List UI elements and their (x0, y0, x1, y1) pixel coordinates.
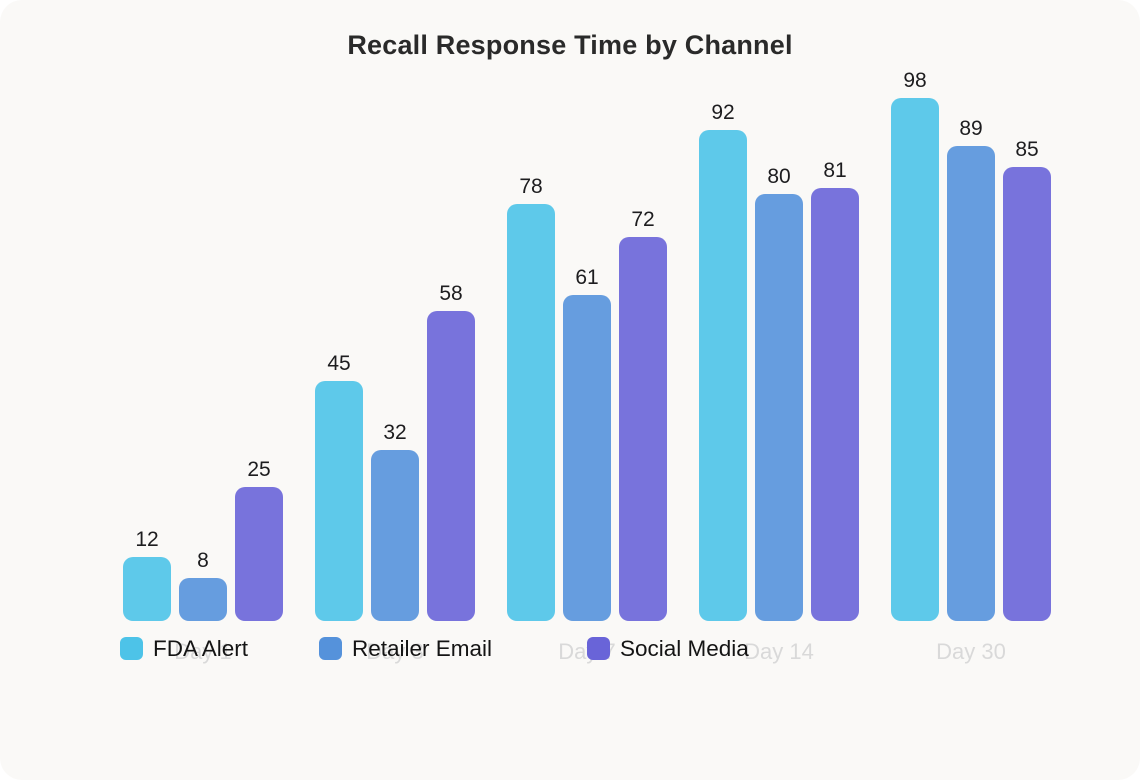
bar-column-fda-alert-day-14: 92 (699, 102, 747, 621)
bar-column-retailer-email-day-1: 8 (179, 550, 227, 621)
value-label: 45 (327, 352, 351, 375)
bar-column-social-media-day-1: 25 (235, 459, 283, 621)
value-label: 98 (903, 69, 927, 92)
bar-fda-alert-day-7 (507, 204, 555, 621)
value-label: 89 (959, 117, 983, 140)
legend-swatch-icon (120, 637, 143, 660)
legend-item-social-media[interactable]: Social Media (587, 637, 749, 660)
value-label: 85 (1015, 138, 1039, 161)
bar-social-media-day-3 (427, 311, 475, 621)
value-label: 61 (575, 266, 599, 289)
legend-swatch-icon (319, 637, 342, 660)
bar-retailer-email-day-7 (563, 295, 611, 621)
legend-label: Social Media (620, 636, 749, 661)
bar-retailer-email-day-1 (179, 578, 227, 621)
value-label: 12 (135, 528, 159, 551)
bar-fda-alert-day-14 (699, 130, 747, 621)
bar-retailer-email-day-3 (371, 450, 419, 621)
x-axis-label-day-3: Day 3 (366, 639, 424, 664)
value-label: 8 (197, 549, 209, 572)
bar-column-retailer-email-day-7: 61 (563, 267, 611, 621)
bar-fda-alert-day-1 (123, 557, 171, 621)
bar-social-media-day-7 (619, 237, 667, 621)
legend-swatch-icon (587, 637, 610, 660)
bar-group-day-3: 45 32 58 (315, 87, 475, 621)
bar-column-fda-alert-day-1: 12 (123, 529, 171, 621)
legend-item-fda-alert[interactable]: FDA Alert (120, 637, 248, 660)
bar-column-social-media-day-14: 81 (811, 160, 859, 621)
bar-fda-alert-day-3 (315, 381, 363, 621)
bar-column-fda-alert-day-3: 45 (315, 353, 363, 621)
legend-label: FDA Alert (153, 636, 249, 661)
bar-column-social-media-day-3: 58 (427, 283, 475, 621)
value-label: 81 (823, 159, 847, 182)
bar-column-retailer-email-day-14: 80 (755, 166, 803, 621)
x-axis-label-day-14: Day 14 (744, 639, 814, 664)
bar-retailer-email-day-30 (947, 146, 995, 621)
value-label: 80 (767, 165, 791, 188)
value-label: 25 (247, 458, 271, 481)
bar-social-media-day-30 (1003, 167, 1051, 621)
bar-social-media-day-1 (235, 487, 283, 621)
value-label: 92 (711, 101, 735, 124)
x-axis-label-day-30: Day 30 (936, 639, 1006, 664)
bar-group-day-30: 98 89 85 (891, 70, 1051, 621)
bar-column-social-media-day-7: 72 (619, 209, 667, 621)
legend-item-retailer-email[interactable]: Retailer Email (319, 637, 492, 660)
bar-social-media-day-14 (811, 188, 859, 621)
bar-plot: 12 8 25 45 32 58 78 61 72 92 80 81 98 89 85 (123, 70, 1052, 621)
value-label: 78 (519, 175, 543, 198)
bar-column-retailer-email-day-3: 32 (371, 422, 419, 621)
bar-column-fda-alert-day-30: 98 (891, 70, 939, 621)
bar-column-social-media-day-30: 85 (1003, 139, 1051, 621)
bar-fda-alert-day-30 (891, 98, 939, 621)
x-axis-label-day-1: Day 1 (174, 639, 232, 664)
value-label: 72 (631, 208, 655, 231)
value-label: 32 (383, 421, 407, 444)
bar-group-day-1: 12 8 25 (123, 87, 283, 621)
value-label: 58 (439, 282, 463, 305)
bar-column-fda-alert-day-7: 78 (507, 176, 555, 621)
bar-retailer-email-day-14 (755, 194, 803, 621)
bar-group-day-7: 78 61 72 (507, 87, 667, 621)
chart-title: Recall Response Time by Channel (347, 30, 793, 60)
bar-group-day-14: 92 80 81 (699, 87, 859, 621)
legend-label: Retailer Email (352, 636, 493, 661)
bar-column-retailer-email-day-30: 89 (947, 118, 995, 621)
